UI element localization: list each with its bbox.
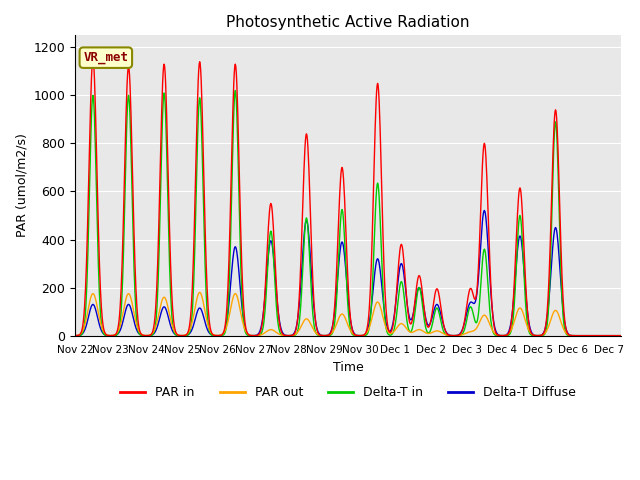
Y-axis label: PAR (umol/m2/s): PAR (umol/m2/s): [15, 133, 28, 238]
Delta-T in: [329, 330, 337, 336]
Delta-T Diffuse: [328, 325, 336, 331]
Delta-T in: [339, 212, 347, 217]
Delta-T in: [71, 333, 79, 338]
PAR in: [375, 88, 383, 94]
PAR out: [616, 333, 624, 338]
PAR out: [394, 324, 402, 329]
Delta-T in: [232, 88, 239, 94]
Line: PAR out: PAR out: [75, 292, 620, 336]
Delta-T Diffuse: [374, 256, 382, 262]
X-axis label: Time: Time: [333, 361, 364, 374]
PAR in: [339, 170, 347, 176]
Delta-T in: [394, 300, 402, 306]
Delta-T Diffuse: [394, 284, 401, 290]
Delta-T Diffuse: [177, 333, 185, 338]
PAR in: [89, 57, 97, 62]
Line: Delta-T Diffuse: Delta-T Diffuse: [75, 210, 620, 336]
PAR in: [616, 333, 624, 338]
PAR in: [71, 333, 79, 338]
Legend: PAR in, PAR out, Delta-T in, Delta-T Diffuse: PAR in, PAR out, Delta-T in, Delta-T Dif…: [115, 382, 580, 405]
Delta-T in: [177, 333, 185, 338]
PAR out: [177, 333, 185, 338]
Line: Delta-T in: Delta-T in: [75, 91, 620, 336]
PAR out: [196, 289, 204, 295]
Title: Photosynthetic Active Radiation: Photosynthetic Active Radiation: [226, 15, 470, 30]
PAR out: [406, 329, 413, 335]
Line: PAR in: PAR in: [75, 60, 620, 336]
Delta-T in: [616, 333, 624, 338]
Delta-T Diffuse: [481, 207, 488, 213]
PAR in: [394, 271, 402, 276]
PAR in: [329, 323, 337, 328]
Delta-T in: [406, 329, 413, 335]
PAR in: [177, 333, 185, 338]
Text: VR_met: VR_met: [83, 51, 129, 64]
PAR out: [375, 300, 383, 306]
Delta-T Diffuse: [71, 333, 79, 338]
Delta-T Diffuse: [616, 333, 624, 338]
Delta-T Diffuse: [405, 314, 413, 320]
PAR out: [339, 312, 347, 317]
PAR out: [71, 333, 79, 338]
Delta-T Diffuse: [339, 240, 346, 245]
Delta-T in: [375, 186, 383, 192]
PAR out: [329, 329, 337, 335]
PAR in: [406, 320, 413, 325]
